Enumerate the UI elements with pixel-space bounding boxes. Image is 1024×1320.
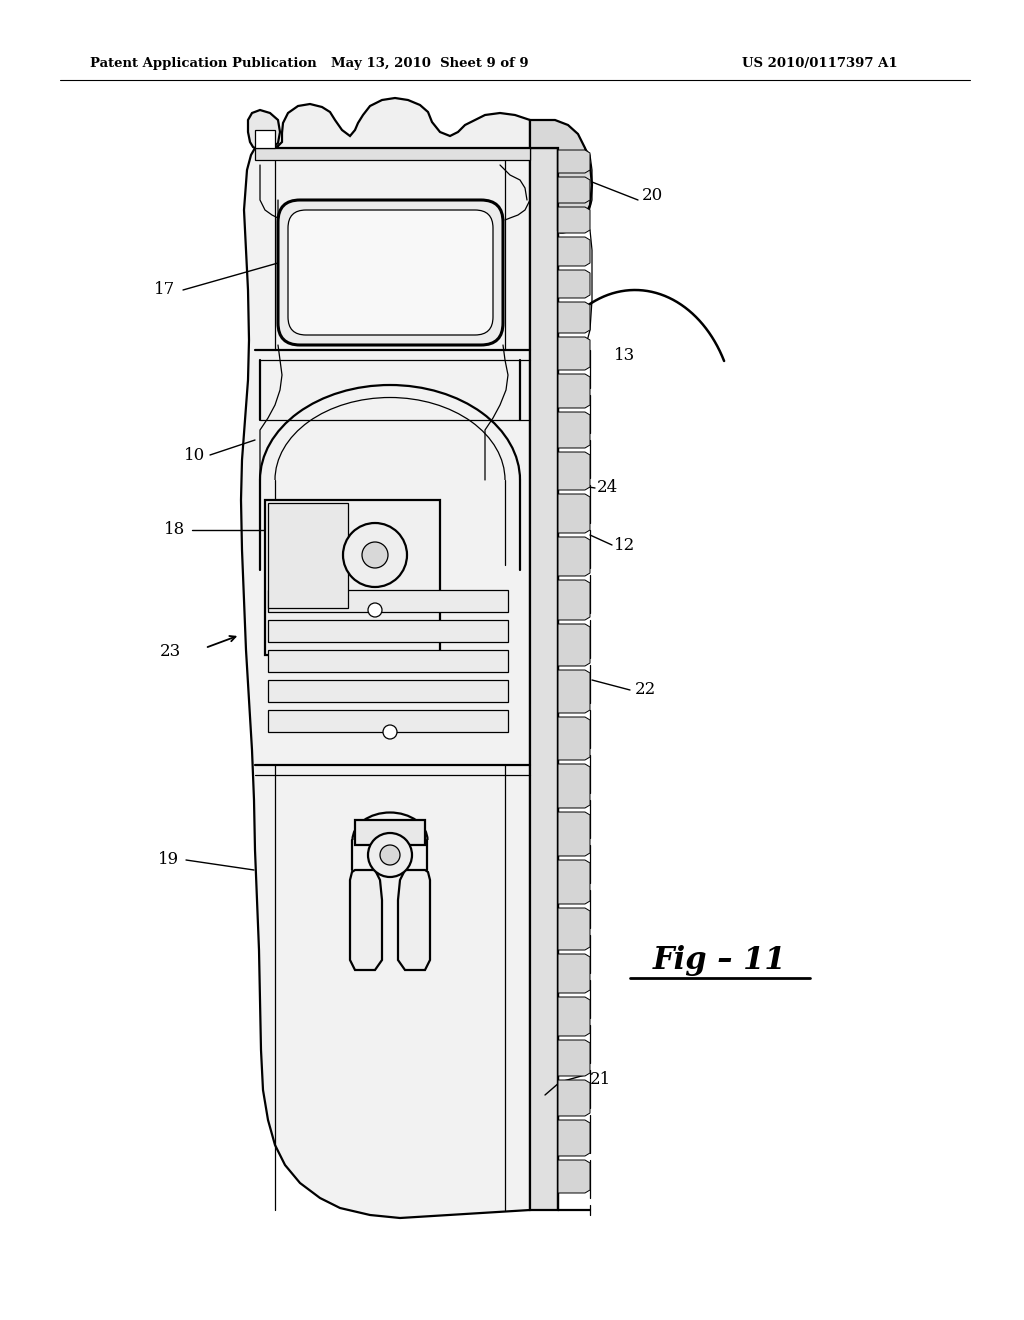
Text: 24: 24 [596, 479, 617, 496]
Polygon shape [558, 1160, 590, 1193]
FancyBboxPatch shape [278, 201, 503, 345]
Polygon shape [558, 861, 590, 904]
Polygon shape [558, 812, 590, 855]
Text: 18: 18 [165, 521, 185, 539]
Bar [268, 649, 508, 672]
Polygon shape [558, 764, 590, 808]
Polygon shape [558, 717, 590, 760]
Polygon shape [558, 207, 590, 234]
Text: 12: 12 [614, 536, 636, 553]
Polygon shape [530, 148, 558, 1210]
Polygon shape [558, 150, 590, 173]
Circle shape [380, 845, 400, 865]
Bar [255, 129, 275, 148]
Polygon shape [558, 374, 590, 408]
Polygon shape [255, 148, 530, 160]
Polygon shape [558, 671, 590, 713]
Bar [355, 820, 425, 845]
Circle shape [368, 833, 412, 876]
Polygon shape [558, 997, 590, 1036]
Bar [268, 680, 508, 702]
Bar [268, 710, 508, 733]
Text: Fig – 11: Fig – 11 [653, 945, 786, 975]
Bar [268, 590, 508, 612]
Polygon shape [558, 271, 590, 298]
Circle shape [343, 523, 407, 587]
Polygon shape [558, 337, 590, 370]
FancyBboxPatch shape [288, 210, 493, 335]
Polygon shape [558, 624, 590, 667]
Text: 19: 19 [158, 851, 178, 869]
Polygon shape [558, 177, 590, 203]
Text: 10: 10 [184, 446, 206, 463]
Text: Patent Application Publication: Patent Application Publication [90, 57, 316, 70]
Polygon shape [398, 870, 430, 970]
Polygon shape [558, 908, 590, 950]
Text: May 13, 2010  Sheet 9 of 9: May 13, 2010 Sheet 9 of 9 [331, 57, 528, 70]
Polygon shape [558, 1119, 590, 1156]
Polygon shape [558, 537, 590, 576]
Text: 13: 13 [614, 346, 636, 363]
Polygon shape [530, 120, 592, 230]
Text: US 2010/0117397 A1: US 2010/0117397 A1 [742, 57, 898, 70]
Text: 20: 20 [641, 186, 663, 203]
Polygon shape [558, 238, 590, 267]
Text: 22: 22 [635, 681, 655, 698]
Polygon shape [350, 870, 382, 970]
Text: 17: 17 [155, 281, 176, 298]
Polygon shape [558, 579, 590, 620]
Polygon shape [558, 412, 590, 447]
Text: 23: 23 [160, 644, 180, 660]
Polygon shape [558, 954, 590, 993]
Circle shape [383, 725, 397, 739]
Circle shape [362, 543, 388, 568]
Polygon shape [558, 1080, 590, 1115]
Polygon shape [558, 302, 590, 333]
Polygon shape [558, 1040, 590, 1076]
Circle shape [368, 603, 382, 616]
Polygon shape [248, 110, 280, 148]
Polygon shape [255, 98, 530, 148]
Bar [265, 500, 440, 655]
Polygon shape [241, 148, 530, 1218]
Polygon shape [558, 451, 590, 490]
Bar [268, 620, 508, 642]
Text: 21: 21 [590, 1072, 610, 1089]
Bar [268, 503, 348, 609]
Polygon shape [558, 494, 590, 533]
